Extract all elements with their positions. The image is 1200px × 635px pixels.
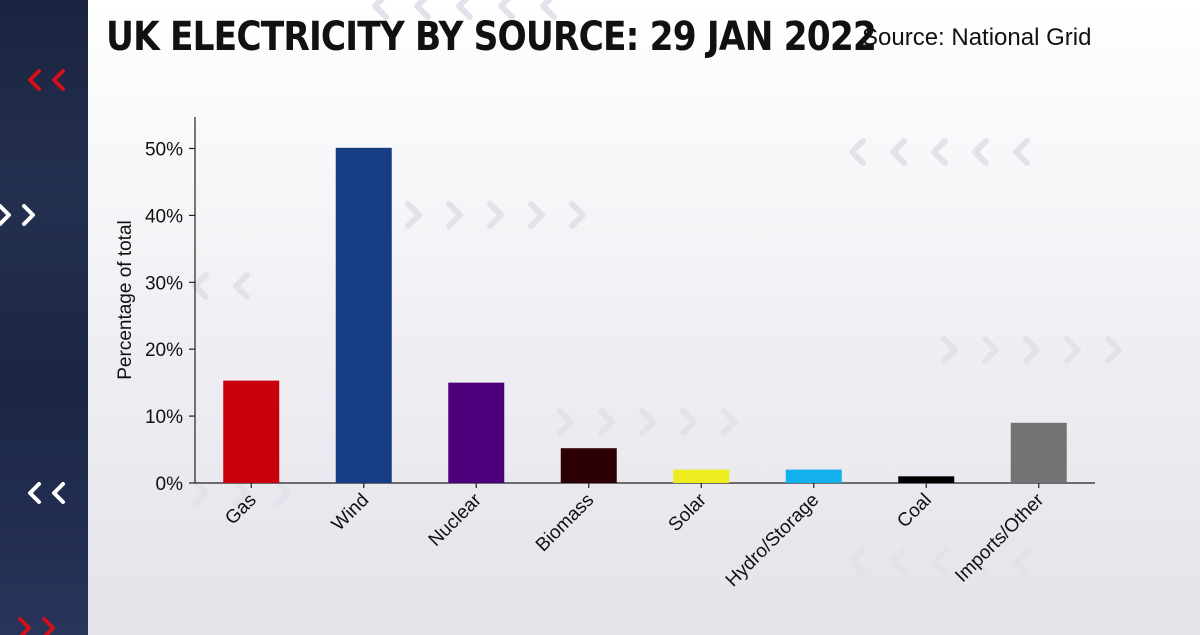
y-tick-label: 20% — [145, 340, 183, 361]
bar-imports-other — [1010, 422, 1067, 483]
decor-chevron-left-icon — [52, 482, 65, 504]
bar-biomass — [560, 448, 617, 483]
decor-chevron-right-icon — [1064, 336, 1081, 364]
decor-chevron-left-icon — [972, 548, 989, 576]
bar-coal — [898, 476, 955, 483]
x-axis-ticks: Gas Wind Nuclear Biomass Solar Hydro/Storage C… — [221, 483, 1049, 591]
decor-chevron-right-icon — [487, 201, 504, 229]
x-tick-label: Hydro/Storage — [722, 490, 823, 591]
x-tick-label: Imports/Other — [951, 489, 1048, 586]
decor-chevron-right-icon — [680, 408, 697, 436]
bar-wind — [335, 147, 392, 483]
x-tick-label: Coal — [893, 490, 935, 532]
decor-chevron-left-icon — [972, 138, 989, 166]
chart-title: UK ELECTRICITY BY SOURCE: 29 JAN 2022 — [106, 14, 877, 60]
decor-chevron-left-icon — [28, 482, 41, 504]
decor-chevron-right-icon — [274, 479, 291, 507]
decor-chevron-left-icon — [1013, 138, 1030, 166]
x-tick-label: Wind — [328, 490, 373, 535]
x-tick-label: Gas — [221, 490, 260, 529]
decor-chevron-right-icon — [18, 617, 31, 635]
decor-chevron-right-icon — [639, 408, 656, 436]
decorative-side-strip — [0, 0, 88, 635]
source-credit: Source: National Grid — [862, 24, 1092, 51]
decor-chevron-left-icon — [849, 548, 866, 576]
decor-chevron-right-icon — [598, 408, 615, 436]
decor-chevron-left-icon — [498, 0, 515, 20]
x-tick-label: Nuclear — [425, 489, 487, 551]
bars — [223, 147, 1067, 483]
decor-chevron-left-icon — [540, 0, 557, 20]
decor-chevron-left-icon — [1013, 548, 1030, 576]
decor-chevron-left-icon — [192, 272, 209, 300]
decor-chevron-right-icon — [982, 336, 999, 364]
decor-chevron-left-icon — [890, 138, 907, 166]
y-tick-label: 50% — [145, 140, 183, 161]
decor-chevron-right-icon — [192, 479, 209, 507]
decor-chevron-left-icon — [890, 548, 907, 576]
decor-chevron-left-icon — [931, 138, 948, 166]
decor-chevron-right-icon — [405, 201, 422, 229]
y-tick-label: 10% — [145, 407, 183, 428]
decor-chevron-left-icon — [52, 69, 65, 91]
decor-chevron-right-icon — [557, 408, 574, 436]
decor-chevron-left-icon — [233, 272, 250, 300]
decor-chevron-right-icon — [446, 201, 463, 229]
y-axis-ticks: 0% 10% 20% 30% 40% 50% — [145, 140, 195, 495]
decor-chevron-left-icon — [849, 138, 866, 166]
bar-nuclear — [448, 382, 505, 483]
decor-chevron-left-icon — [931, 548, 948, 576]
y-axis-label: Percentage of total — [115, 220, 136, 380]
decor-chevron-left-icon — [372, 0, 389, 20]
bar-hydro-storage — [785, 469, 842, 483]
decor-chevron-right-icon — [0, 204, 11, 226]
decor-chevron-left-icon — [28, 69, 41, 91]
decor-chevron-right-icon — [1023, 336, 1040, 364]
decor-chevron-right-icon — [721, 408, 738, 436]
y-tick-label: 40% — [145, 206, 183, 227]
decor-chevron-right-icon — [233, 479, 250, 507]
decor-chevron-right-icon — [42, 617, 55, 635]
decor-chevron-left-icon — [456, 0, 473, 20]
decor-chevron-left-icon — [414, 0, 431, 20]
y-tick-label: 0% — [156, 474, 184, 495]
bar-solar — [673, 469, 730, 483]
decor-chevron-right-icon — [941, 336, 958, 364]
decor-chevron-right-icon — [528, 201, 545, 229]
decor-chevron-right-icon — [22, 204, 35, 226]
y-tick-label: 30% — [145, 273, 183, 294]
bar-gas — [223, 380, 280, 483]
x-tick-label: Solar — [665, 489, 712, 536]
x-tick-label: Biomass — [532, 490, 598, 556]
decor-chevron-right-icon — [1105, 336, 1122, 364]
decor-chevron-right-icon — [569, 201, 586, 229]
